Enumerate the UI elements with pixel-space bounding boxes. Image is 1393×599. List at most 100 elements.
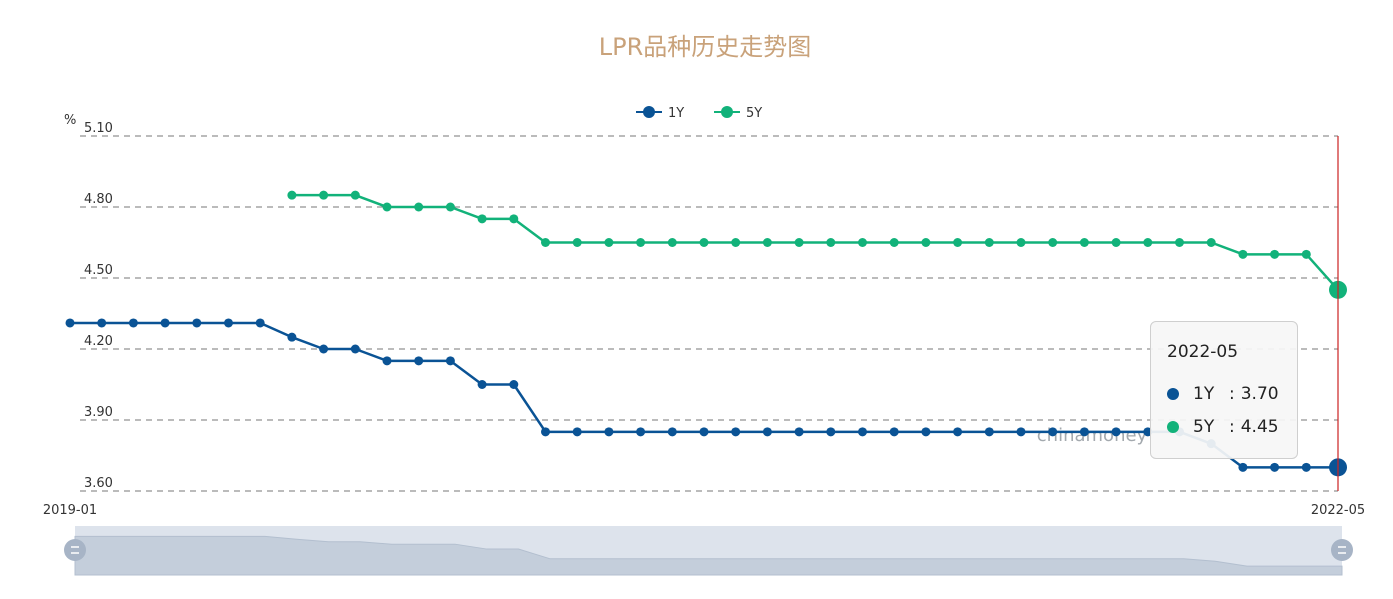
data-point bbox=[636, 427, 646, 437]
handle-knob bbox=[1331, 539, 1353, 561]
legend[interactable]: 1Y 5Y bbox=[636, 106, 762, 121]
data-point bbox=[604, 238, 614, 247]
tooltip-dot-5y bbox=[1167, 420, 1179, 433]
data-point bbox=[1048, 427, 1058, 437]
data-point bbox=[667, 238, 677, 247]
data-point bbox=[319, 190, 329, 200]
y-tick-label: 4.20 bbox=[84, 334, 113, 349]
data-point bbox=[97, 318, 107, 328]
data-point bbox=[762, 238, 772, 247]
data-point bbox=[509, 214, 519, 224]
data-point bbox=[636, 238, 646, 247]
data-point bbox=[509, 380, 519, 389]
data-point bbox=[1111, 427, 1121, 437]
data-point bbox=[921, 427, 931, 437]
tooltip-dot-1y bbox=[1167, 387, 1179, 400]
zoom-handle-left[interactable] bbox=[64, 539, 86, 561]
handle-knob bbox=[64, 539, 86, 561]
data-point bbox=[414, 356, 424, 366]
tooltip-series-name: 5Y bbox=[1193, 416, 1215, 437]
data-point bbox=[382, 202, 392, 212]
data-point bbox=[762, 427, 772, 437]
data-point bbox=[572, 238, 582, 247]
data-point bbox=[287, 332, 297, 342]
data-point bbox=[1079, 238, 1089, 247]
data-point bbox=[858, 427, 867, 437]
tooltip: 2022-05 1Y : 3.70 5Y : 4.45 bbox=[1150, 321, 1298, 459]
data-point bbox=[604, 427, 614, 437]
data-point bbox=[192, 318, 202, 328]
y-tick-labels: 5.10 4.80 4.50 4.20 3.90 3.60 bbox=[84, 121, 113, 491]
legend-marker bbox=[721, 106, 733, 118]
data-point bbox=[731, 238, 741, 247]
y-tick-label: 5.10 bbox=[84, 121, 113, 136]
y-tick-label: 4.80 bbox=[84, 192, 113, 207]
data-point bbox=[889, 238, 899, 247]
tooltip-value: 4.45 bbox=[1240, 416, 1279, 437]
grid-lines bbox=[80, 135, 1338, 492]
data-point bbox=[1048, 238, 1058, 247]
data-point bbox=[1270, 462, 1280, 472]
data-point bbox=[1301, 249, 1311, 259]
data-point bbox=[858, 238, 867, 247]
data-point bbox=[287, 190, 297, 200]
series-1y bbox=[65, 318, 1347, 477]
legend-label: 1Y bbox=[668, 106, 684, 121]
chart-title: LPR品种历史走势图 bbox=[599, 33, 812, 61]
x-tick-labels: 2019-01 2022-05 bbox=[43, 503, 1365, 518]
series-line bbox=[291, 193, 1339, 291]
data-point bbox=[160, 318, 170, 328]
data-point bbox=[1175, 238, 1184, 247]
zoom-handle-right[interactable] bbox=[1331, 539, 1353, 561]
data-point bbox=[128, 318, 138, 328]
data-point bbox=[1111, 238, 1121, 247]
data-point bbox=[921, 238, 931, 247]
tooltip-row-5y: 5Y : 4.45 bbox=[1167, 410, 1297, 443]
legend-marker bbox=[643, 106, 655, 118]
zoom-preview-area bbox=[74, 535, 1343, 576]
y-tick-label: 3.90 bbox=[84, 405, 113, 420]
data-point bbox=[414, 202, 424, 212]
data-point bbox=[1238, 462, 1248, 472]
data-point bbox=[255, 318, 265, 328]
data-point bbox=[1016, 238, 1026, 247]
x-tick-label: 2019-01 bbox=[43, 503, 97, 518]
tooltip-row-1y: 1Y : 3.70 bbox=[1167, 377, 1297, 410]
data-point bbox=[541, 238, 550, 247]
legend-item-5y[interactable]: 5Y bbox=[714, 106, 762, 121]
data-point bbox=[1301, 462, 1311, 472]
data-point bbox=[953, 238, 963, 247]
tooltip-series-name: 1Y bbox=[1193, 383, 1215, 404]
data-point bbox=[699, 427, 709, 437]
data-zoom-slider[interactable] bbox=[64, 526, 1353, 576]
data-point bbox=[984, 427, 994, 437]
data-point bbox=[1206, 238, 1216, 247]
data-point bbox=[826, 427, 836, 437]
tooltip-date: 2022-05 bbox=[1167, 342, 1239, 362]
data-point bbox=[953, 427, 963, 437]
series-line bbox=[70, 321, 1338, 469]
data-point bbox=[1143, 238, 1153, 247]
data-point bbox=[984, 238, 994, 247]
tooltip-value: 3.70 bbox=[1240, 383, 1279, 404]
x-tick-label: 2022-05 bbox=[1311, 503, 1365, 518]
series-layer bbox=[65, 190, 1347, 477]
series-5y bbox=[287, 190, 1347, 299]
data-point bbox=[445, 202, 455, 212]
y-tick-label: 4.50 bbox=[84, 263, 113, 278]
legend-item-1y[interactable]: 1Y bbox=[636, 106, 684, 121]
y-tick-label: 3.60 bbox=[84, 476, 113, 491]
data-point bbox=[350, 190, 360, 200]
data-point bbox=[477, 380, 487, 389]
data-point bbox=[224, 318, 233, 328]
tooltip-sep: : bbox=[1229, 383, 1235, 404]
data-point bbox=[794, 427, 804, 437]
data-point bbox=[350, 344, 360, 354]
data-point bbox=[382, 356, 392, 366]
data-point bbox=[319, 344, 329, 354]
y-axis-unit: % bbox=[64, 113, 76, 128]
data-point bbox=[1079, 427, 1089, 437]
data-point bbox=[477, 214, 487, 224]
